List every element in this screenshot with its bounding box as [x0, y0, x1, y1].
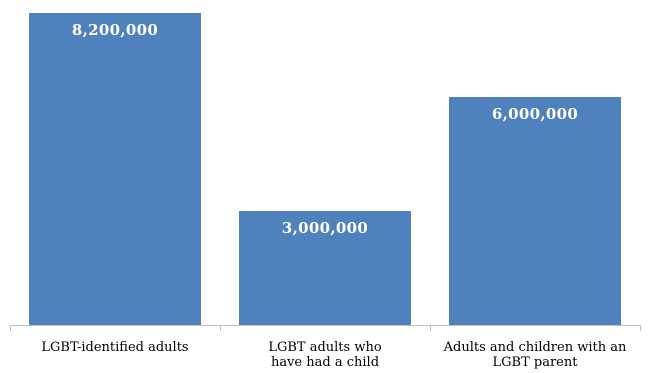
x-axis-tick — [220, 325, 221, 331]
bar — [449, 97, 621, 325]
x-axis-category-label: Adults and children with an LGBT parent — [443, 340, 627, 370]
x-axis-tick — [10, 325, 11, 331]
bar — [29, 13, 201, 325]
x-axis-line — [10, 325, 640, 326]
bar-data-label: 8,200,000 — [71, 21, 159, 39]
x-axis-category-label: LGBT-identified adults — [41, 340, 189, 355]
x-axis-category-label: LGBT adults who have had a child — [268, 340, 382, 370]
x-axis-tick — [640, 325, 641, 331]
bar-data-label: 3,000,000 — [281, 219, 369, 237]
bar — [239, 211, 411, 325]
bar-data-label: 6,000,000 — [491, 105, 579, 123]
x-axis-tick — [430, 325, 431, 331]
